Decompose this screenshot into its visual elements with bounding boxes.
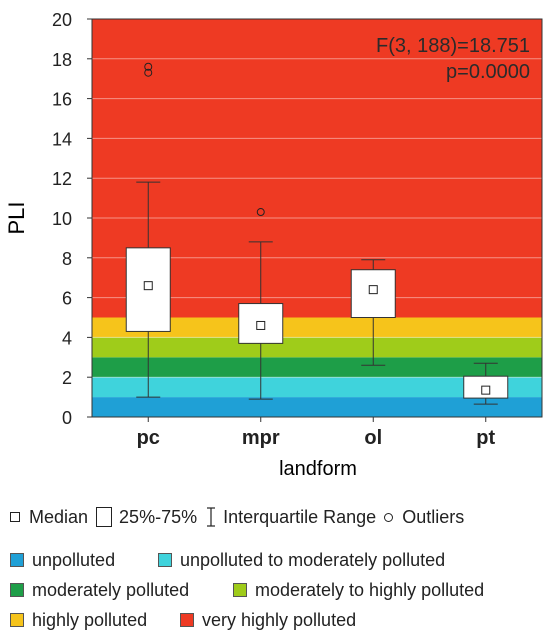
legend-box-label: 25%-75% [119, 506, 198, 527]
legend-item-moderate-to-high: moderately to highly polluted [233, 580, 484, 601]
legend-box: 25%-75% [96, 507, 197, 528]
very-high-swatch [180, 613, 194, 627]
box-mpr [238, 208, 284, 400]
y-tick-label: 20 [52, 10, 72, 30]
legend-median: Median [10, 507, 88, 528]
x-tick-label: pt [476, 427, 495, 449]
legend-item-very-high: very highly polluted [180, 610, 356, 631]
legend-row: moderately polluted moderately to highly… [10, 575, 545, 605]
legend-item-label: highly polluted [32, 609, 148, 630]
median-marker [143, 281, 153, 291]
band-3 [92, 337, 542, 358]
y-tick-label: 10 [52, 209, 72, 229]
median-marker [256, 320, 266, 330]
x-tick-label: ol [364, 427, 382, 449]
legend-whisker: Interquartile Range [205, 507, 376, 528]
y-tick-label: 4 [62, 328, 72, 348]
legend-item-unpolluted: unpolluted [10, 550, 158, 571]
outlier-circle-icon [384, 512, 394, 522]
boxplot-symbol-legend: Median 25%-75% Interquartile Range Outli… [10, 504, 545, 530]
legend-row: highly polluted very highly polluted [10, 605, 545, 635]
pli-boxplot-chart: 0 2 4 6 8 10 12 14 16 18 20 pc mpr ol pt PLI landform… [4, 10, 543, 480]
legend-item-label: moderately to highly polluted [255, 579, 485, 600]
boxes [125, 62, 509, 405]
whisker-icon [207, 507, 216, 527]
median-marker [368, 285, 378, 295]
box-ol [350, 259, 396, 366]
pollution-class-legend: unpolluted unpolluted to moderately poll… [10, 545, 545, 635]
legend-item-label: unpolluted [32, 549, 116, 570]
legend-item-label: moderately polluted [32, 579, 190, 600]
x-tick-label: pc [137, 427, 160, 449]
annotation-p-value: p=0.0000 [446, 61, 530, 83]
outlier-point [144, 68, 153, 77]
y-axis: 0 2 4 6 8 10 12 14 16 18 20 [52, 10, 92, 428]
legend-whisker-label: Interquartile Range [223, 506, 377, 527]
unpolluted-to-moderate-swatch [158, 553, 172, 567]
y-tick-label: 16 [52, 90, 72, 110]
y-tick-label: 6 [62, 289, 72, 309]
y-tick-label: 8 [62, 249, 72, 269]
y-tick-label: 2 [62, 368, 72, 388]
iqr-box [238, 303, 284, 344]
outlier-point [256, 208, 265, 217]
moderate-swatch [10, 583, 24, 597]
x-axis: pc mpr ol pt [137, 417, 496, 449]
high-swatch [10, 613, 24, 627]
band-0 [92, 397, 542, 417]
band-1 [92, 377, 542, 398]
legend-item-unpolluted-to-moderate: unpolluted to moderately polluted [158, 550, 445, 571]
band-4 [92, 317, 542, 338]
x-axis-label: landform [279, 458, 357, 480]
y-axis-label: PLI [4, 201, 29, 234]
legend-median-label: Median [29, 506, 89, 527]
x-tick-label: mpr [242, 427, 280, 449]
median-square-icon [10, 512, 20, 522]
y-tick-label: 12 [52, 169, 72, 189]
moderate-to-high-swatch [233, 583, 247, 597]
box-pc [125, 62, 171, 398]
legend-item-label: unpolluted to moderately polluted [180, 549, 446, 570]
box-pt [463, 362, 509, 405]
y-tick-label: 18 [52, 50, 72, 70]
median-marker [481, 385, 491, 395]
legend-item-high: highly polluted [10, 610, 180, 631]
outlier-point [144, 62, 153, 71]
legend-item-label: very highly polluted [202, 609, 357, 630]
legend-item-moderate: moderately polluted [10, 580, 233, 601]
legend-outliers: Outliers [384, 507, 464, 528]
legend-outliers-label: Outliers [402, 506, 465, 527]
legend-row: unpolluted unpolluted to moderately poll… [10, 545, 545, 575]
unpolluted-swatch [10, 553, 24, 567]
y-tick-label: 14 [52, 129, 72, 149]
box-rectangle-icon [96, 507, 113, 527]
band-2 [92, 357, 542, 378]
annotation-f-stat: F(3, 188)=18.751 [376, 35, 530, 57]
y-tick-label: 0 [62, 408, 72, 428]
